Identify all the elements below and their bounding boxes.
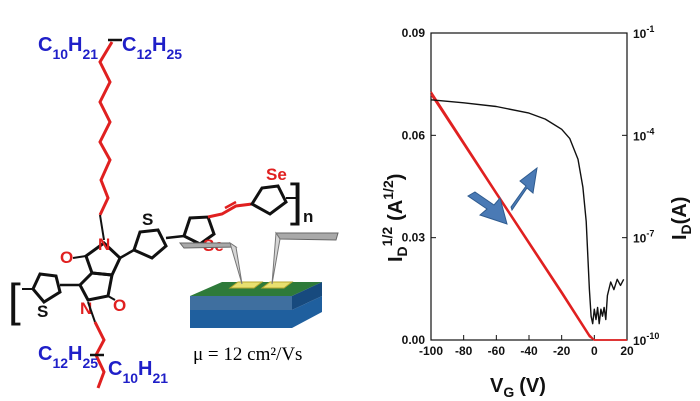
device-illustration: μ = 12 cm²/Vs bbox=[178, 231, 339, 365]
repeat-n: n bbox=[303, 207, 313, 226]
substrate-side bbox=[190, 296, 322, 328]
y-left-tick-label: 0.09 bbox=[402, 26, 426, 40]
chart: -100 -80 -60 -40 -20 0 20 0.000.030.060.09 10-… bbox=[379, 24, 694, 400]
carbonyl-top bbox=[72, 255, 87, 259]
y-axis-left-label: ID1/2(A1/2) bbox=[379, 174, 410, 262]
sqrt-id-reverse-line bbox=[430, 93, 627, 341]
x-axis-label: VG (V) bbox=[490, 375, 546, 400]
x-axis-ticks: -100 -80 -60 -40 -20 0 20 bbox=[419, 335, 634, 358]
bracket-right: ] bbox=[290, 174, 303, 226]
x-axis-label-main: V bbox=[490, 375, 504, 397]
selenophene-2 bbox=[249, 184, 288, 216]
y-axis-left-label-unit-close: ) bbox=[385, 174, 407, 181]
polymer-structure: C10H21 C12H25 O N N O [ S S Se Se ] bbox=[8, 34, 313, 389]
y-right-tick-label: 10-10 bbox=[633, 331, 659, 348]
y-right-tick-base: 10 bbox=[633, 232, 647, 246]
oxygen-top: O bbox=[60, 248, 73, 267]
probe-left-tip bbox=[229, 241, 243, 285]
x-tick-label: -20 bbox=[553, 344, 571, 358]
sulfur-right-1: S bbox=[142, 210, 153, 229]
y-right-tick-base: 10 bbox=[633, 27, 647, 41]
x-tick-label: -40 bbox=[520, 344, 538, 358]
vinylene-double bbox=[224, 200, 237, 210]
y-axis-right-label-unit: (A) bbox=[669, 197, 691, 225]
x-tick-label: -80 bbox=[455, 344, 473, 358]
y-axis-left-ticks: 0.00 0.03 0.06 0.09 bbox=[402, 26, 436, 347]
probe-right-tip bbox=[271, 231, 281, 285]
alkyl-chain-top bbox=[98, 41, 114, 216]
x-tick-label: -60 bbox=[488, 344, 506, 358]
probe-right bbox=[275, 232, 339, 241]
substrate-right bbox=[292, 282, 322, 310]
y-right-tick-label: 10-7 bbox=[633, 229, 654, 246]
selenium-2: Se bbox=[266, 165, 287, 184]
y-right-tick-label: 10-4 bbox=[633, 126, 654, 143]
y-axis-right-label-sub: D bbox=[678, 224, 694, 234]
sulfur-left: S bbox=[37, 302, 48, 321]
electrode-left bbox=[228, 281, 264, 289]
y-right-tick-exponent: -10 bbox=[646, 331, 659, 341]
alkyl-c10h21-bottom: C10H21 bbox=[108, 358, 168, 386]
log-id-transfer-line bbox=[430, 99, 625, 325]
probe-left bbox=[178, 242, 238, 249]
sweep-arrow-reverse bbox=[510, 166, 538, 212]
x-axis-label-unit: (V) bbox=[519, 375, 546, 397]
series-layer bbox=[430, 91, 627, 341]
y-right-tick-exponent: -1 bbox=[646, 24, 654, 34]
alkyl-c10h21-top: C10H21 bbox=[38, 34, 98, 62]
y-left-tick-label: 0.06 bbox=[402, 128, 426, 142]
y-axis-left-label-unit: (A bbox=[385, 200, 407, 221]
bracket-left: [ bbox=[8, 274, 21, 326]
alkyl-c12h25-bottom: C12H25 bbox=[38, 343, 98, 371]
y-left-tick-label: 0.03 bbox=[402, 231, 426, 245]
y-left-tick-label: 0.00 bbox=[402, 333, 426, 347]
bond-dpp-thio bbox=[119, 248, 135, 260]
x-tick-label: -100 bbox=[419, 344, 443, 358]
y-axis-left-label-unit-sup: 1/2 bbox=[380, 180, 396, 200]
y-right-tick-exponent: -4 bbox=[646, 126, 654, 136]
y-axis-right-label-main: I bbox=[669, 234, 691, 240]
y-axis-left-label-sub: D bbox=[394, 246, 410, 256]
sweep-arrow-forward bbox=[467, 191, 508, 225]
y-axis-right-label: ID(A) bbox=[669, 197, 694, 240]
n-link-top bbox=[99, 214, 105, 241]
y-axis-left-label-main: I bbox=[385, 256, 407, 262]
nitrogen-top: N bbox=[98, 235, 110, 254]
x-tick-label: 20 bbox=[620, 344, 634, 358]
carbonyl-bottom bbox=[107, 295, 116, 301]
thiophene-left bbox=[31, 272, 62, 304]
vinylene bbox=[207, 202, 253, 219]
y-right-tick-base: 10 bbox=[633, 129, 647, 143]
substrate-front-top bbox=[190, 296, 292, 310]
oxygen-bottom: O bbox=[113, 296, 126, 315]
dpp-ring-bottom bbox=[78, 271, 114, 302]
thiophene-right-1 bbox=[132, 228, 168, 260]
y-right-tick-base: 10 bbox=[633, 334, 647, 348]
bond-thio-thio bbox=[165, 234, 185, 240]
y-axis-left-label-sup: 1/2 bbox=[379, 227, 395, 247]
substrate-top bbox=[190, 282, 322, 296]
electrode-right bbox=[260, 281, 294, 289]
x-tick-label: 0 bbox=[591, 344, 598, 358]
alkyl-c12h25-top: C12H25 bbox=[122, 34, 182, 62]
mobility-label: μ = 12 cm²/Vs bbox=[193, 344, 302, 365]
y-right-tick-exponent: -7 bbox=[646, 229, 654, 239]
y-right-tick-label: 10-1 bbox=[633, 24, 654, 41]
n-link-bottom bbox=[87, 301, 96, 323]
sqrt-id-forward-line bbox=[430, 91, 627, 341]
x-axis-label-sub: G bbox=[503, 384, 514, 400]
